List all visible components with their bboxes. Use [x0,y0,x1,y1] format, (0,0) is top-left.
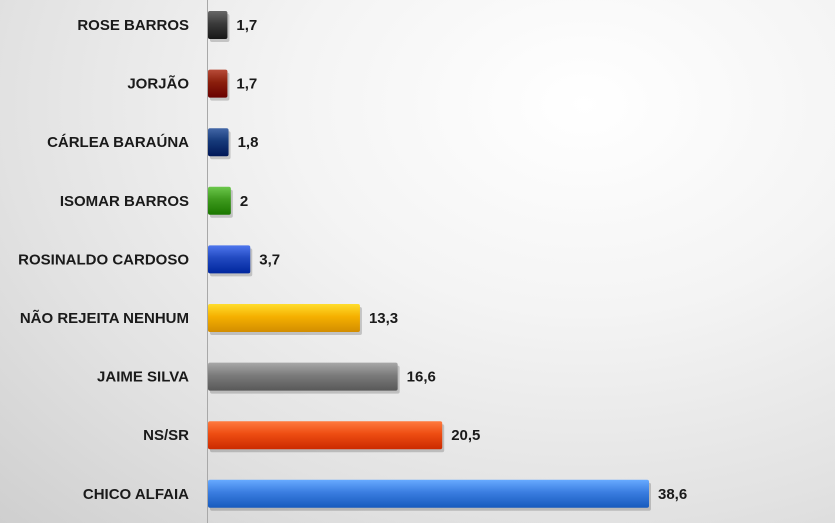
bar-7 [208,421,443,450]
value-label: 20,5 [451,427,480,444]
bar-3 [208,186,231,215]
category-label: JAIME SILVA [97,369,189,386]
bar-8 [208,479,649,508]
category-label: JORJÃO [127,75,189,93]
bar-4 [208,245,251,274]
bar-2 [208,128,229,157]
value-label: 2 [240,193,248,210]
value-label: 1,7 [236,17,257,34]
category-label: NÃO REJEITA NENHUM [20,309,189,327]
bars-group: ROSE BARROS 1,7 JORJÃO 1,7 CÁRLEA BARAÚNA 1,8… [18,11,687,511]
category-label: CÁRLEA BARAÚNA [47,133,189,151]
category-label: NS/SR [143,427,189,444]
value-label: 16,6 [407,369,436,386]
category-label: ISOMAR BARROS [60,193,189,210]
bar-5 [208,304,360,332]
bar-1 [208,69,228,98]
value-label: 3,7 [259,251,280,268]
bar-0 [208,11,228,39]
value-label: 38,6 [658,486,687,503]
category-label: ROSINALDO CARDOSO [18,251,189,268]
category-label: CHICO ALFAIA [83,486,189,503]
value-label: 1,7 [236,76,257,93]
bar-6 [208,362,398,391]
value-label: 1,8 [238,134,259,151]
category-label: ROSE BARROS [77,17,189,34]
value-label: 13,3 [369,310,398,327]
